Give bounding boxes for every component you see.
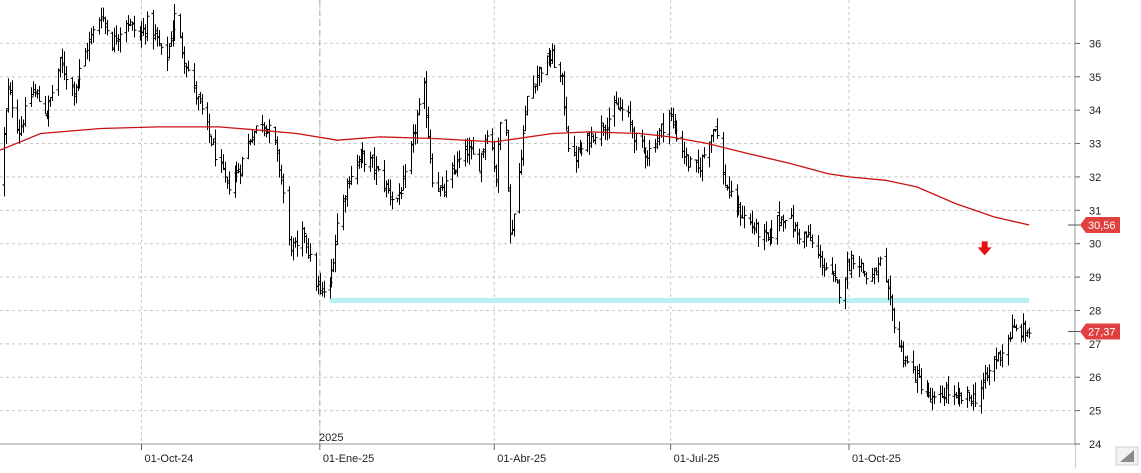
y-tick-label: 24 — [1089, 439, 1101, 451]
y-tick-label: 26 — [1089, 372, 1101, 384]
y-axis-ticks: 36 35 34 33 32 31 30 29 28 27 26 25 24 — [1075, 38, 1101, 451]
last-price-badge: 27,37 — [1080, 323, 1120, 340]
x-tick-label: 01-Jul-25 — [674, 453, 720, 465]
y-tick-label: 28 — [1089, 305, 1101, 317]
support-line — [329, 297, 1030, 303]
y-tick-label: 32 — [1089, 172, 1101, 184]
scroll-corner-icon[interactable] — [1115, 446, 1139, 466]
grid-lines — [0, 0, 1075, 445]
y-tick-label: 27 — [1089, 339, 1101, 351]
y-tick-label: 36 — [1089, 38, 1101, 50]
x-axis-strip — [0, 445, 1075, 468]
ma-price-badge-label: 30,56 — [1088, 220, 1116, 232]
x-tick-label: 01-Oct-24 — [144, 453, 193, 465]
y-tick-label: 33 — [1089, 139, 1101, 151]
ohlc-bars — [2, 3, 1032, 414]
signal-markers — [977, 241, 992, 256]
ma-price-badge: 30,56 — [1080, 217, 1120, 234]
x-axis-ticks: 01-Oct-24 01-Ene-25 01-Abr-25 01-Jul-25 01-O… — [140, 444, 901, 465]
last-price-badge-label: 27,37 — [1088, 326, 1116, 338]
y-tick-label: 29 — [1089, 272, 1101, 284]
down-arrow-icon — [977, 241, 992, 256]
price-badges: 30,56 27,37 — [1068, 217, 1120, 340]
axes — [0, 0, 1076, 468]
y-tick-label: 30 — [1089, 239, 1101, 251]
x-tick-label: 01-Ene-25 — [323, 453, 374, 465]
y-tick-label: 35 — [1089, 72, 1101, 84]
moving-average-layer — [0, 126, 1030, 226]
last-price-badge-shape — [1080, 323, 1120, 340]
y-tick-label: 34 — [1089, 105, 1101, 117]
year-label: 2025 — [319, 432, 343, 444]
x-tick-label: 01-Abr-25 — [497, 453, 546, 465]
moving-average-line — [0, 126, 1030, 226]
ma-price-badge-shape — [1080, 217, 1120, 234]
x-tick-label: 01-Oct-25 — [852, 453, 901, 465]
support-zone — [329, 297, 1030, 303]
y-tick-label: 31 — [1089, 205, 1101, 217]
y-tick-label: 25 — [1089, 406, 1101, 418]
